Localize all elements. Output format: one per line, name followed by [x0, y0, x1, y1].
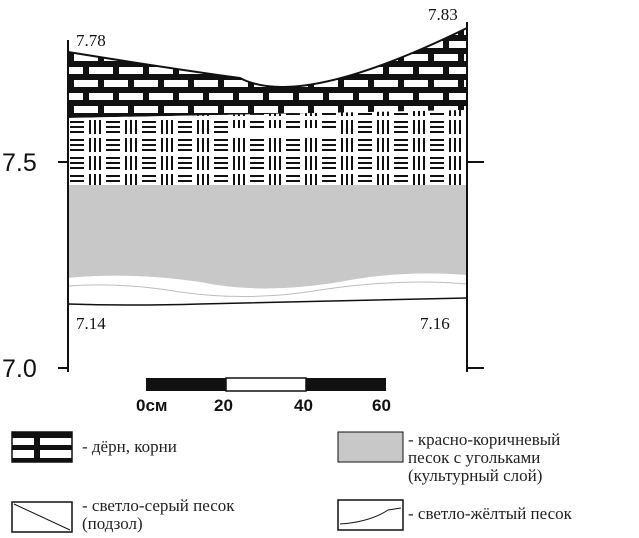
layer-cultural — [68, 185, 467, 289]
scale-segment-1 — [146, 378, 226, 391]
scale-label-60: 60 — [372, 396, 391, 415]
scale-label-0: 0см — [136, 396, 168, 415]
legend-text-podzol: - светло-серый песок (подзол) — [82, 496, 235, 533]
scale-bar: 0см 20 40 60 — [136, 377, 391, 415]
surface-line — [67, 27, 468, 88]
layer-podzol — [68, 110, 467, 185]
legend-swatch-podzol — [11, 501, 73, 533]
podzol-gap — [230, 128, 340, 136]
legend-swatch-turf — [11, 431, 73, 463]
layer-turf — [68, 28, 467, 118]
legend-swatch-cultural — [337, 431, 404, 463]
legend-text-turf: - дёрн, корни — [82, 437, 177, 456]
elevation-top-left: 7.78 — [76, 31, 106, 50]
sand-wave-line — [67, 281, 468, 298]
axis-label-70: 7.0 — [2, 355, 37, 383]
legend-swatch-yellow-sand — [337, 499, 404, 531]
axis-label-75: 7.5 — [2, 149, 37, 177]
elevation-top-right: 7.83 — [428, 5, 458, 24]
elevation-bottom-left: 7.14 — [76, 314, 106, 333]
elevation-bottom-right: 7.16 — [420, 314, 450, 333]
layer-yellow-sand — [68, 273, 467, 305]
legend-text-yellow-sand: - светло-жёлтый песок — [408, 504, 572, 523]
scale-segment-2 — [225, 377, 307, 392]
sand-bottom-line — [67, 297, 468, 306]
scale-label-40: 40 — [294, 396, 313, 415]
scale-label-20: 20 — [214, 396, 233, 415]
legend-text-cultural: - красно-коричневый песок с угольками (к… — [408, 430, 561, 485]
scale-segment-3 — [306, 378, 386, 391]
